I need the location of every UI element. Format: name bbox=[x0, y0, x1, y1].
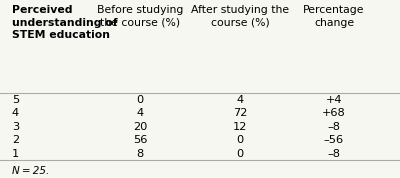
Text: 56: 56 bbox=[133, 135, 147, 145]
Text: 20: 20 bbox=[133, 122, 147, 132]
Text: Percentage
change: Percentage change bbox=[303, 5, 365, 28]
Text: 4: 4 bbox=[136, 108, 144, 119]
Text: N = 25.: N = 25. bbox=[12, 166, 49, 176]
Text: 4: 4 bbox=[12, 108, 19, 119]
Text: 4: 4 bbox=[236, 95, 244, 105]
Text: 3: 3 bbox=[12, 122, 19, 132]
Text: 0: 0 bbox=[136, 95, 144, 105]
Text: –56: –56 bbox=[324, 135, 344, 145]
Text: 5: 5 bbox=[12, 95, 19, 105]
Text: 12: 12 bbox=[233, 122, 247, 132]
Text: 72: 72 bbox=[233, 108, 247, 119]
Text: –8: –8 bbox=[328, 148, 340, 159]
Text: 2: 2 bbox=[12, 135, 19, 145]
Text: 1: 1 bbox=[12, 148, 19, 159]
Text: +4: +4 bbox=[326, 95, 342, 105]
Text: Perceived
understanding of
STEM education: Perceived understanding of STEM educatio… bbox=[12, 5, 118, 40]
Text: 0: 0 bbox=[236, 135, 244, 145]
Text: Before studying
the course (%): Before studying the course (%) bbox=[97, 5, 183, 28]
Text: –8: –8 bbox=[328, 122, 340, 132]
Text: After studying the
course (%): After studying the course (%) bbox=[191, 5, 289, 28]
Text: 0: 0 bbox=[236, 148, 244, 159]
Text: 8: 8 bbox=[136, 148, 144, 159]
Text: +68: +68 bbox=[322, 108, 346, 119]
